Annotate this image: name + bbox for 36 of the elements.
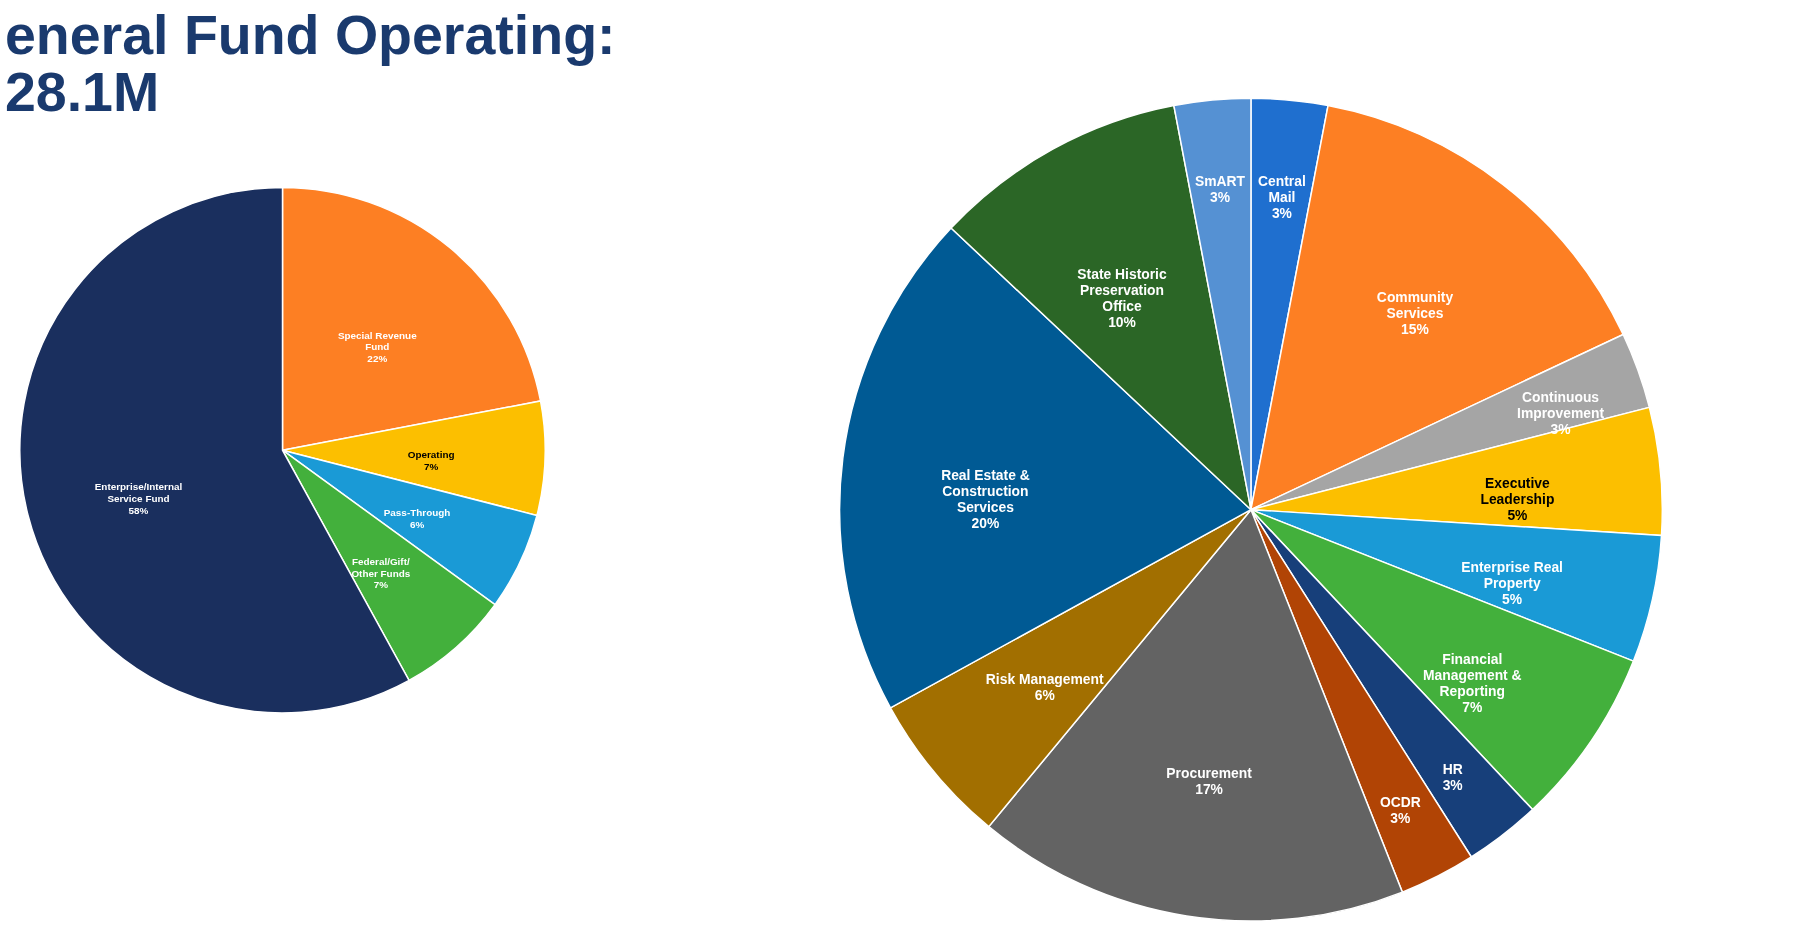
slice-label: State Historic Preservation Office <box>1077 266 1167 314</box>
data-label: 7% <box>1462 698 1483 715</box>
slice-label: Financial Management & Reporting <box>1423 651 1522 699</box>
data-label: 6% <box>1034 687 1055 704</box>
slice-label: Continuous Improvement <box>1517 389 1605 422</box>
data-label: 3% <box>1271 204 1292 221</box>
data-label: 5% <box>1502 590 1523 607</box>
data-label: 10% <box>1108 313 1136 330</box>
data-label: 22% <box>367 353 388 365</box>
slice-label: Enterprise/Internal Service Fund <box>94 481 183 505</box>
slice-label: Enterprise Real Property <box>1461 559 1563 591</box>
slice-label: Federal/Gift/ Other Funds <box>351 555 411 579</box>
data-label: 20% <box>971 514 1000 531</box>
data-label: 3% <box>1442 776 1463 793</box>
slice-label: Executive Leadership <box>1480 475 1555 508</box>
slice-label: Community Services <box>1376 289 1454 322</box>
slice-label: Special Revenue Fund <box>337 329 418 353</box>
data-label: 3% <box>1550 420 1571 437</box>
data-label: 5% <box>1507 507 1528 524</box>
data-label: 7% <box>373 579 389 591</box>
slice-label: Procurement <box>1166 764 1253 781</box>
data-label: 15% <box>1401 320 1429 337</box>
data-label: 7% <box>423 460 439 472</box>
slice-label: HR <box>1442 760 1463 777</box>
slice-label: Real Estate & Construction Services <box>941 467 1030 515</box>
slice-label: Risk Management <box>985 671 1105 688</box>
slice-label: Central Mail <box>1258 173 1306 205</box>
slice-label: SmART <box>1194 173 1246 189</box>
data-label: 3% <box>1390 809 1411 826</box>
data-label: 58% <box>128 504 149 516</box>
slice-label: Operating <box>407 448 455 460</box>
data-label: 17% <box>1195 780 1223 797</box>
data-label: 3% <box>1209 188 1230 205</box>
slice-label: Pass-Through <box>383 507 451 519</box>
slice-label: OCDR <box>1379 793 1421 810</box>
data-label: 6% <box>409 519 425 531</box>
